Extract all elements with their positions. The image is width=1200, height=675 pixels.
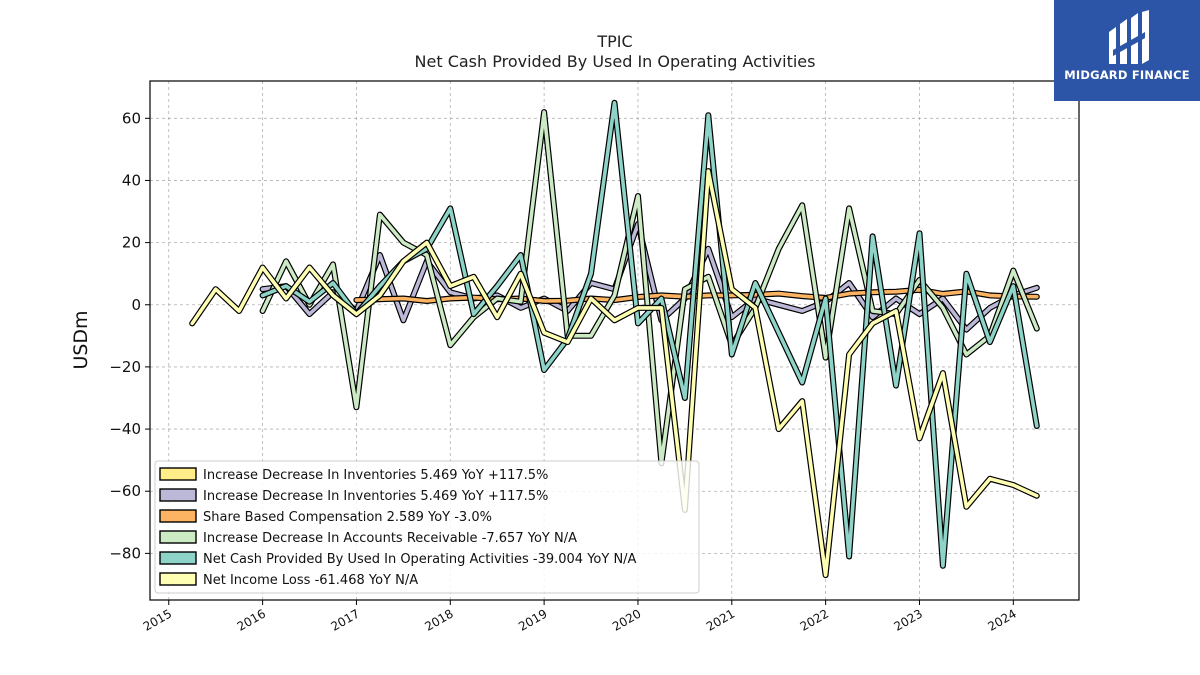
y-tick-label: 20 bbox=[122, 234, 141, 252]
y-tick-label: −60 bbox=[109, 482, 141, 500]
y-tick-label: 40 bbox=[122, 171, 141, 189]
legend-label: Share Based Compensation 2.589 YoY -3.0% bbox=[203, 510, 492, 525]
legend-swatch bbox=[159, 467, 197, 481]
x-tick-label: 2024 bbox=[985, 606, 1018, 633]
y-tick-label: 0 bbox=[131, 296, 141, 314]
x-tick-label: 2022 bbox=[798, 606, 831, 633]
legend-label: Net Cash Provided By Used In Operating A… bbox=[203, 552, 637, 567]
y-tick-label: 60 bbox=[122, 109, 141, 127]
legend-swatch bbox=[159, 572, 197, 586]
y-axis-label: USDm bbox=[70, 310, 92, 369]
y-tick-label: −80 bbox=[109, 544, 141, 562]
y-tick-label: −40 bbox=[109, 420, 141, 438]
y-tick-label: −20 bbox=[109, 358, 141, 376]
legend-box bbox=[154, 460, 700, 594]
legend: Increase Decrease In Inventories 5.469 Y… bbox=[154, 460, 700, 594]
x-tick-label: 2023 bbox=[892, 606, 925, 633]
x-tick-label: 2021 bbox=[704, 606, 737, 633]
brand-logo: MIDGARD FINANCE bbox=[1054, 0, 1200, 101]
series-lines bbox=[189, 99, 1040, 579]
brand-mark-icon bbox=[1109, 10, 1149, 64]
x-axis-ticks: 2015 2016 2017 2018 2019 2020 2021 2022 2023 2024 bbox=[141, 600, 1019, 634]
chart-title: TPIC bbox=[596, 32, 632, 51]
x-tick-label: 2018 bbox=[422, 606, 455, 633]
series-line-5 bbox=[190, 169, 1039, 577]
legend-swatch bbox=[159, 530, 197, 544]
legend-label: Increase Decrease In Accounts Receivable… bbox=[203, 531, 577, 546]
legend-swatch bbox=[159, 551, 197, 565]
legend-label: Net Income Loss -61.468 YoY N/A bbox=[203, 573, 418, 588]
legend-label: Increase Decrease In Inventories 5.469 Y… bbox=[203, 489, 548, 504]
y-axis-ticks: −80 −60 −40 −20 0 20 40 60 bbox=[109, 109, 150, 562]
x-tick-label: 2017 bbox=[328, 606, 361, 633]
legend-swatch bbox=[159, 509, 197, 523]
x-tick-label: 2020 bbox=[610, 606, 643, 633]
brand-name: MIDGARD FINANCE bbox=[1064, 68, 1190, 82]
x-tick-label: 2019 bbox=[516, 606, 549, 633]
legend-swatch bbox=[159, 488, 197, 502]
chart-subtitle: Net Cash Provided By Used In Operating A… bbox=[415, 52, 816, 71]
legend-label: Increase Decrease In Inventories 5.469 Y… bbox=[203, 468, 548, 483]
x-tick-label: 2015 bbox=[141, 606, 174, 633]
plot-frame bbox=[149, 80, 1080, 601]
x-tick-label: 2016 bbox=[235, 606, 268, 633]
